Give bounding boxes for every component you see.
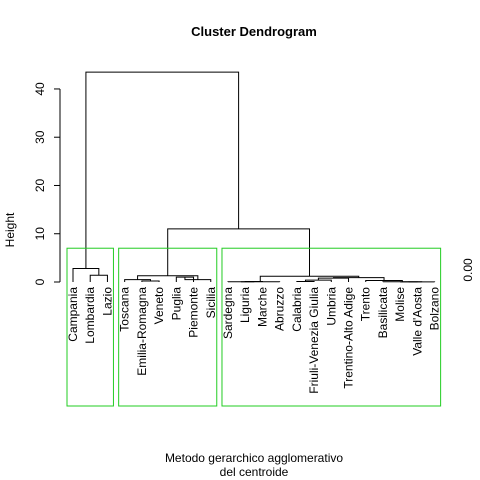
leaf-label: Piemonte [187, 287, 201, 338]
dendrogram-link [89, 274, 108, 282]
side-label: 0.00 [461, 258, 475, 282]
dendrogram-link [332, 277, 385, 281]
dendrogram-link [184, 277, 212, 282]
leaf-label: Molise [393, 287, 407, 322]
dendrogram-link [85, 71, 240, 269]
chart-title: Cluster Dendrogram [191, 24, 317, 39]
leaf-label: Abruzzo [273, 287, 287, 331]
dendrogram-link [304, 279, 332, 282]
leaf-label: Puglia [169, 287, 183, 321]
leaf-label: Lazio [100, 287, 114, 316]
dendrogram-link [72, 267, 100, 282]
leaf-label: Trento [359, 287, 373, 322]
leaf-label: Veneto [152, 287, 166, 325]
leaf-label: Marche [255, 287, 269, 327]
leaf-label: Campania [66, 287, 80, 342]
leaf-label: Lombardia [83, 287, 97, 344]
y-tick-label: 10 [33, 227, 47, 241]
x-axis-label: del centroide [220, 465, 289, 479]
dendrogram-link [259, 275, 360, 282]
leaf-label: Sicilia [204, 287, 218, 319]
leaf-label: Liguria [238, 287, 252, 323]
leaf-label: Sardegna [221, 287, 235, 339]
dendrogram-link [167, 228, 311, 277]
leaf-label: Friuli-Venezia Giulia [307, 287, 321, 394]
leaf-label: Bolzano [428, 287, 442, 331]
y-tick-label: 20 [33, 178, 47, 192]
leaf-label: Emilia-Romagna [135, 287, 149, 376]
x-axis-label: Metodo gerarchico agglomerativo [165, 451, 343, 465]
leaf-label: Valle d'Aosta [410, 287, 424, 356]
y-tick-label: 0 [33, 278, 47, 285]
cluster-rect [118, 247, 218, 407]
leaf-label: Calabria [290, 287, 304, 332]
y-tick-label: 40 [33, 82, 47, 96]
leaf-label: Umbria [324, 287, 338, 326]
dendrogram-link [124, 279, 151, 282]
cluster-rect [221, 247, 442, 407]
leaf-label: Trentino-Alto Adige [342, 287, 356, 389]
leaf-label: Toscana [118, 287, 132, 332]
cluster-rect [66, 247, 114, 407]
leaf-label: Basilicata [376, 287, 390, 339]
y-tick-label: 30 [33, 130, 47, 144]
dendrogram-link [141, 280, 160, 282]
y-axis-label: Height [3, 212, 17, 247]
